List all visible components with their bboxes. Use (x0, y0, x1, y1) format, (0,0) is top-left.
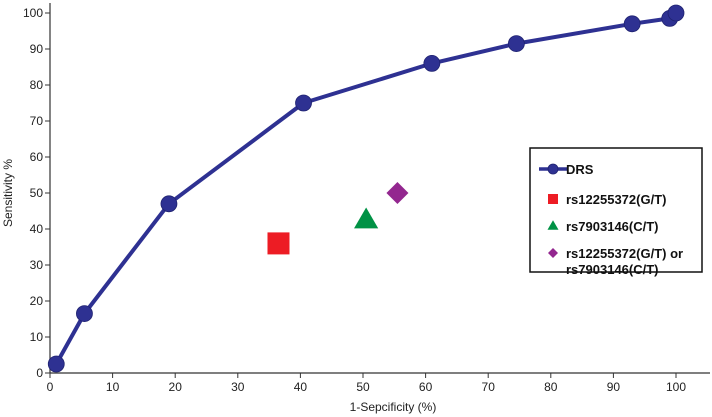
y-tick-label: 10 (30, 330, 44, 344)
y-tick-label: 60 (30, 150, 44, 164)
y-tick-label: 90 (30, 42, 44, 56)
legend: DRSrs12255372(G/T)rs7903146(C/T)rs122553… (529, 147, 703, 277)
legend-label: DRS (566, 162, 594, 177)
x-tick-label: 20 (169, 380, 183, 394)
drs-point (76, 305, 93, 323)
legend-marker-triangle (547, 220, 559, 230)
drs-point (667, 4, 685, 22)
x-tick-label: 0 (47, 380, 54, 394)
y-tick-label: 30 (30, 258, 44, 272)
x-axis-label: 1-Sepcificity (%) (350, 400, 437, 414)
axes: 0 10 20 30 40 50 60 70 80 90 100 0 10 20 30 40 50 60 70 80 9… (23, 3, 710, 394)
x-tick-label: 50 (356, 380, 370, 394)
legend-label: rs12255372(G/T) or (566, 246, 683, 261)
x-tick-label: 60 (419, 380, 433, 394)
y-axis-label: Sensitivity % (1, 159, 15, 227)
x-tick-label: 40 (294, 380, 308, 394)
y-tick-label: 80 (30, 78, 44, 92)
x-tick-label: 100 (666, 380, 686, 394)
snp-point-diamond (386, 182, 409, 204)
y-tick-label: 70 (30, 114, 44, 128)
drs-point (295, 94, 312, 112)
legend-marker-circle (547, 163, 559, 175)
legend-marker-diamond (548, 248, 558, 258)
drs-point (623, 15, 641, 33)
legend-label: rs7903146(C/T) (566, 219, 659, 234)
drs-point (160, 195, 178, 213)
drs-point (423, 55, 441, 72)
y-tick-label: 100 (23, 6, 43, 20)
y-tick-label: 40 (30, 222, 44, 236)
y-tick-label: 20 (30, 294, 44, 308)
x-tick-label: 70 (482, 380, 496, 394)
x-tick-label: 80 (544, 380, 558, 394)
snp-point-square (267, 232, 290, 255)
y-tick-label: 0 (36, 366, 43, 380)
snp-point-triangle (354, 207, 379, 229)
legend-label: rs7903146(C/T) (566, 262, 659, 277)
legend-marker-square (548, 194, 558, 204)
plot-area (47, 4, 685, 373)
drs-point (507, 35, 525, 52)
x-tick-label: 10 (106, 380, 120, 394)
drs-point (47, 355, 65, 373)
legend-label: rs12255372(G/T) (566, 192, 666, 207)
x-tick-label: 90 (607, 380, 621, 394)
x-tick-label: 30 (231, 380, 245, 394)
y-tick-label: 50 (30, 186, 44, 200)
